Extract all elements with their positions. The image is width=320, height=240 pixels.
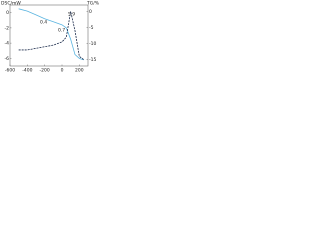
plot-frame <box>9 4 89 67</box>
y-tick-label: -2 <box>5 25 10 31</box>
x-tick-label: 0 <box>61 68 64 74</box>
x-tick-label: -600 <box>5 68 15 74</box>
y2-axis-label: TG/% <box>86 1 100 7</box>
x-tick-label: -200 <box>40 68 50 74</box>
chart: DSC/mW TG/% -600 -400 -200 0 200 -6 -4 -2 0 -15 -1… <box>1 1 100 74</box>
y-tick-label: -6 <box>5 56 10 62</box>
y2-tick-label: -5 <box>89 25 94 31</box>
y-tick-label: -4 <box>5 41 10 47</box>
x-tick-label: -400 <box>22 68 32 74</box>
annotation: 5.9 <box>68 12 75 18</box>
y2-tick-label: -10 <box>89 41 96 47</box>
x-tick-label: 200 <box>75 68 84 74</box>
y2-tick-label: 0 <box>89 9 92 15</box>
annotation: 0.4 <box>40 20 47 26</box>
y2-tick-label: -15 <box>89 57 96 63</box>
series-line <box>18 8 84 61</box>
y-axis-label: DSC/mW <box>1 1 21 7</box>
series-line <box>18 11 84 60</box>
annotation: 0.7 <box>58 28 65 34</box>
y-tick-label: 0 <box>6 10 9 16</box>
